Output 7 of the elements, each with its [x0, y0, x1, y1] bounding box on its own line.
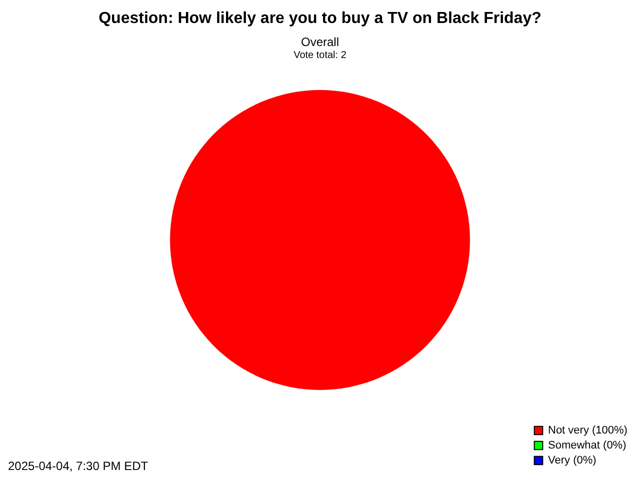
legend-label: Somewhat (0%) [548, 440, 626, 452]
chart-title: Question: How likely are you to buy a TV on Black Friday? [98, 10, 542, 28]
text: 2025-04-04, 7:30 PM EDT [8, 459, 148, 473]
chart-subtitle: Overall [300, 35, 340, 49]
legend-label: Very (0%) [548, 454, 596, 466]
text: Vote total: 2 [292, 50, 348, 61]
legend-label: Not very (100%) [548, 424, 628, 436]
